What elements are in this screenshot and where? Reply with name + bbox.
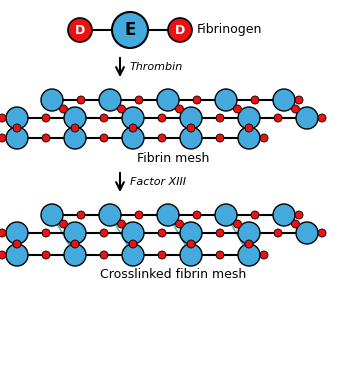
Circle shape <box>274 229 282 237</box>
Circle shape <box>41 89 63 111</box>
Circle shape <box>234 220 242 228</box>
Circle shape <box>175 220 183 228</box>
Circle shape <box>273 89 295 111</box>
Circle shape <box>68 18 92 42</box>
Circle shape <box>100 114 108 122</box>
Circle shape <box>6 222 28 244</box>
Circle shape <box>118 105 126 113</box>
Circle shape <box>118 220 126 228</box>
Circle shape <box>60 220 67 228</box>
Circle shape <box>291 220 300 228</box>
Circle shape <box>260 251 268 259</box>
Circle shape <box>187 240 195 248</box>
Circle shape <box>251 211 259 219</box>
Circle shape <box>158 134 166 142</box>
Circle shape <box>0 251 6 259</box>
Circle shape <box>42 134 50 142</box>
Circle shape <box>122 222 144 244</box>
Circle shape <box>100 251 108 259</box>
Circle shape <box>295 211 303 219</box>
Text: Fibrinogen: Fibrinogen <box>197 24 262 36</box>
Circle shape <box>215 89 237 111</box>
Circle shape <box>122 127 144 149</box>
Text: D: D <box>175 24 185 36</box>
Circle shape <box>42 114 50 122</box>
Circle shape <box>193 96 201 104</box>
Circle shape <box>175 105 183 113</box>
Circle shape <box>238 222 260 244</box>
Circle shape <box>238 244 260 266</box>
Circle shape <box>180 107 202 129</box>
Circle shape <box>135 211 143 219</box>
Text: Crosslinked fibrin mesh: Crosslinked fibrin mesh <box>100 269 246 281</box>
Circle shape <box>122 107 144 129</box>
Circle shape <box>158 229 166 237</box>
Circle shape <box>157 89 179 111</box>
Circle shape <box>60 105 67 113</box>
Text: D: D <box>75 24 85 36</box>
Circle shape <box>0 134 6 142</box>
Circle shape <box>238 107 260 129</box>
Circle shape <box>216 229 224 237</box>
Circle shape <box>64 222 86 244</box>
Circle shape <box>216 114 224 122</box>
Circle shape <box>6 107 28 129</box>
Circle shape <box>100 134 108 142</box>
Circle shape <box>71 124 79 132</box>
Circle shape <box>135 96 143 104</box>
Circle shape <box>215 204 237 226</box>
Circle shape <box>318 229 326 237</box>
Circle shape <box>112 12 148 48</box>
Circle shape <box>187 124 195 132</box>
Circle shape <box>251 96 259 104</box>
Circle shape <box>6 244 28 266</box>
Circle shape <box>64 244 86 266</box>
Circle shape <box>0 114 6 122</box>
Circle shape <box>238 127 260 149</box>
Circle shape <box>42 229 50 237</box>
Circle shape <box>122 244 144 266</box>
Circle shape <box>99 89 121 111</box>
Circle shape <box>234 105 242 113</box>
Circle shape <box>77 211 85 219</box>
Text: Thrombin: Thrombin <box>130 62 183 72</box>
Circle shape <box>318 114 326 122</box>
Circle shape <box>13 124 21 132</box>
Circle shape <box>129 124 137 132</box>
Circle shape <box>13 240 21 248</box>
Circle shape <box>100 229 108 237</box>
Circle shape <box>216 134 224 142</box>
Circle shape <box>129 240 137 248</box>
Circle shape <box>260 134 268 142</box>
Circle shape <box>77 96 85 104</box>
Circle shape <box>41 204 63 226</box>
Circle shape <box>158 114 166 122</box>
Text: E: E <box>124 21 136 39</box>
Circle shape <box>158 251 166 259</box>
Circle shape <box>180 244 202 266</box>
Circle shape <box>296 107 318 129</box>
Circle shape <box>64 127 86 149</box>
Circle shape <box>291 105 300 113</box>
Circle shape <box>180 127 202 149</box>
Text: Factor XIII: Factor XIII <box>130 177 186 187</box>
Circle shape <box>245 124 253 132</box>
Circle shape <box>64 107 86 129</box>
Circle shape <box>245 240 253 248</box>
Circle shape <box>168 18 192 42</box>
Circle shape <box>273 204 295 226</box>
Circle shape <box>216 251 224 259</box>
Circle shape <box>180 222 202 244</box>
Text: Fibrin mesh: Fibrin mesh <box>137 151 209 164</box>
Circle shape <box>296 222 318 244</box>
Circle shape <box>193 211 201 219</box>
Circle shape <box>157 204 179 226</box>
Circle shape <box>6 127 28 149</box>
Circle shape <box>295 96 303 104</box>
Circle shape <box>42 251 50 259</box>
Circle shape <box>71 240 79 248</box>
Circle shape <box>274 114 282 122</box>
Circle shape <box>0 229 6 237</box>
Circle shape <box>99 204 121 226</box>
